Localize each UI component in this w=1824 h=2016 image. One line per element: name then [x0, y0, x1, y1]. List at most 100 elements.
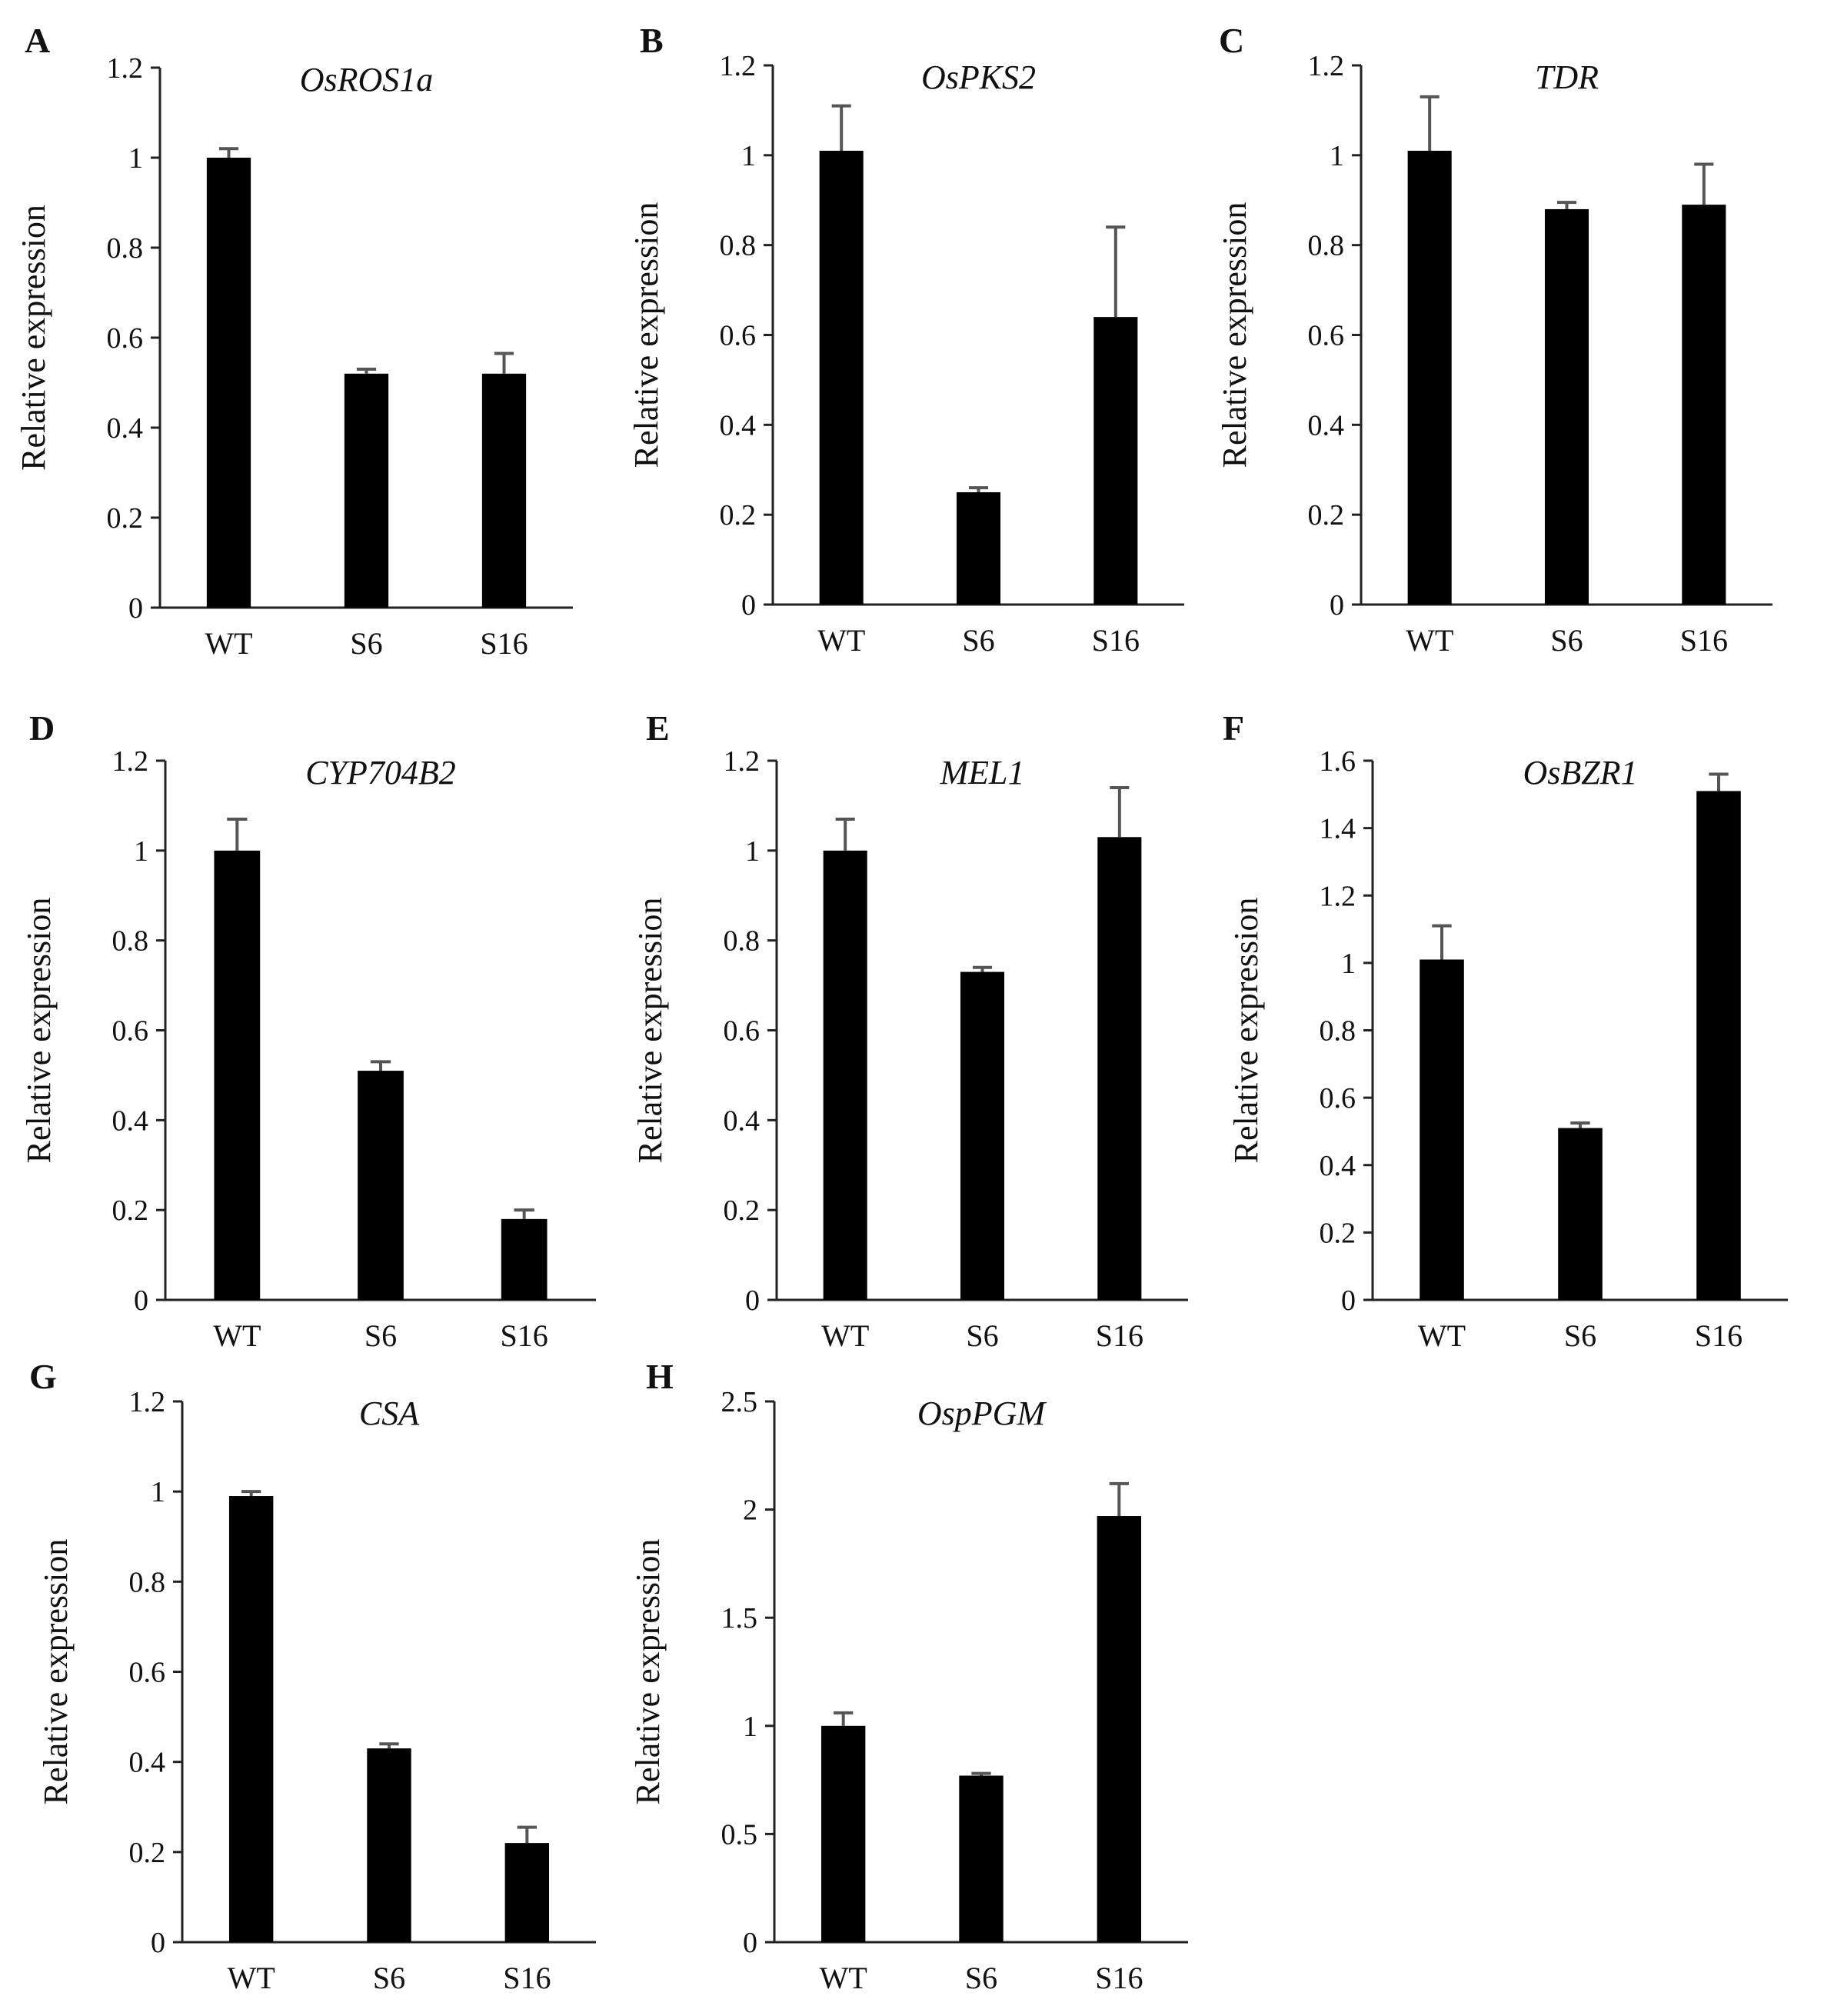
category-label-s6: S6 [350, 626, 382, 661]
bar-s6 [367, 1748, 411, 1942]
bar-wt [214, 850, 261, 1300]
bar-s16 [1682, 205, 1726, 605]
bar-s16 [1097, 1516, 1142, 1942]
y-tick-label: 0 [1330, 589, 1344, 621]
y-tick-label: 0 [1341, 1285, 1356, 1317]
category-label-wt: WT [1406, 623, 1453, 658]
category-label-s6: S6 [966, 1318, 998, 1353]
panel-g: G CSA Relative expression 0 0.2 0.4 0.6 0.8 1 1.2… [29, 1357, 596, 1995]
y-tick-label: 0.4 [1308, 409, 1345, 442]
y-tick-label: 0.4 [724, 1105, 761, 1137]
y-axis-label: Relative expression [627, 202, 665, 468]
category-label-s6: S6 [364, 1318, 397, 1353]
y-axis-label: Relative expression [1216, 202, 1253, 468]
y-tick-label: 0.2 [1308, 499, 1345, 531]
panel-letter: C [1219, 21, 1244, 60]
y-tick-label: 0.8 [112, 925, 149, 958]
y-tick-label: 0.2 [724, 1195, 761, 1227]
y-tick-label: 0.8 [129, 1566, 166, 1598]
y-tick-label: 0 [128, 592, 143, 625]
y-tick-label: 1.2 [724, 745, 761, 778]
category-label-s16: S16 [1095, 1961, 1143, 1995]
category-label-s6: S6 [962, 623, 994, 658]
bar-s6 [959, 1775, 1004, 1942]
y-tick-label: 0.2 [112, 1195, 149, 1227]
y-tick-label: 1 [743, 1711, 757, 1743]
y-tick-label: 0.8 [724, 925, 761, 958]
panel-letter: H [646, 1357, 674, 1396]
bar-wt [1420, 959, 1464, 1300]
category-label-s16: S16 [1695, 1318, 1742, 1353]
category-label-s6: S6 [373, 1961, 405, 1995]
y-tick-label: 0 [134, 1285, 148, 1317]
chart-title: OspPGM [917, 1395, 1047, 1432]
bar-wt [1407, 150, 1452, 605]
panel-h: H OspPGM Relative expression 0 0.5 1 1.5 2 2.5 WT… [629, 1357, 1188, 1995]
y-tick-label: 0.5 [721, 1818, 758, 1851]
y-tick-label: 0 [741, 589, 756, 621]
y-tick-label: 1.4 [1320, 813, 1356, 845]
bar-wt [206, 158, 251, 608]
y-tick-label: 0.6 [1308, 320, 1345, 352]
bar-s16 [481, 373, 527, 608]
bar-s6 [344, 373, 389, 608]
category-label-s16: S16 [1096, 1318, 1143, 1353]
y-tick-label: 0.6 [107, 322, 144, 355]
y-tick-label: 1 [1330, 140, 1344, 172]
bar-s6 [358, 1071, 404, 1300]
bar-s16 [1696, 791, 1741, 1300]
chart-title: MEL1 [940, 754, 1025, 791]
bar-s16 [501, 1218, 548, 1300]
y-tick-label: 0.6 [724, 1015, 761, 1048]
panel-letter: E [646, 708, 670, 748]
y-tick-label: 0.2 [1320, 1217, 1356, 1249]
bar-s16 [1097, 837, 1142, 1300]
bar-s6 [1558, 1128, 1603, 1300]
y-tick-label: 0.4 [129, 1747, 166, 1779]
y-tick-label: 0.4 [112, 1105, 149, 1137]
category-label-s6: S6 [965, 1961, 997, 1995]
y-axis-label: Relative expression [631, 898, 669, 1164]
y-tick-label: 0.6 [720, 320, 757, 352]
y-tick-label: 0.4 [107, 412, 144, 445]
y-tick-label: 0 [745, 1285, 760, 1317]
y-tick-label: 0.8 [1320, 1015, 1356, 1048]
y-tick-label: 1 [151, 1476, 165, 1508]
y-tick-label: 0.6 [1320, 1082, 1356, 1115]
y-tick-label: 2.5 [721, 1386, 758, 1418]
y-tick-label: 0.8 [107, 232, 144, 265]
bar-s6 [960, 971, 1005, 1300]
y-tick-label: 0.2 [720, 499, 757, 531]
y-tick-label: 0.8 [720, 230, 757, 262]
y-tick-label: 1.2 [1320, 880, 1356, 912]
y-axis-label: Relative expression [37, 1539, 75, 1805]
y-tick-label: 1 [128, 142, 143, 175]
panel-c: C TDR Relative expression 0 0.2 0.4 0.6 0.8 1 1.2… [1216, 21, 1772, 658]
y-tick-label: 1.2 [129, 1386, 166, 1418]
y-tick-label: 1.5 [721, 1602, 758, 1634]
category-label-wt: WT [821, 1318, 869, 1353]
category-label-wt: WT [228, 1961, 275, 1995]
category-label-wt: WT [817, 623, 865, 658]
y-axis-label: Relative expression [629, 1539, 667, 1805]
y-tick-label: 0 [151, 1927, 165, 1959]
y-tick-label: 1.6 [1320, 745, 1356, 778]
bar-s16 [504, 1843, 550, 1942]
panel-letter: B [640, 21, 664, 60]
panel-f: F OsBZR1 Relative expression 0 0.2 0.4 0.6 0.8 1… [1223, 708, 1788, 1353]
category-label-wt: WT [213, 1318, 261, 1353]
category-label-s16: S16 [480, 626, 528, 661]
y-tick-label: 0.8 [1308, 230, 1345, 262]
y-tick-label: 1.2 [1308, 50, 1345, 82]
bar-s6 [1544, 208, 1589, 605]
bar-wt [823, 850, 867, 1300]
category-label-wt: WT [205, 626, 252, 661]
chart-title: OsPKS2 [921, 58, 1036, 96]
panel-b: B OsPKS2 Relative expression 0 0.2 0.4 0.6 0.8 1… [627, 21, 1184, 658]
category-label-wt: WT [820, 1961, 867, 1995]
chart-title: TDR [1535, 58, 1599, 96]
y-tick-label: 1 [741, 140, 756, 172]
chart-title: CSA [359, 1395, 420, 1432]
category-label-s16: S16 [503, 1961, 551, 1995]
